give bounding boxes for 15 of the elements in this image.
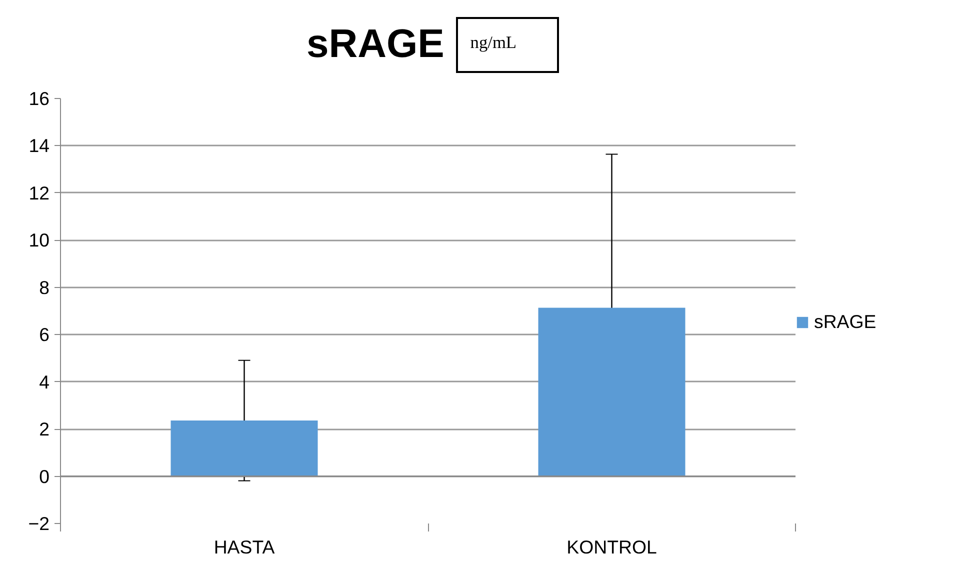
x-tick-label: KONTROL [566, 536, 657, 558]
y-tick-label: 12 [28, 182, 50, 204]
x-tick-label: HASTA [214, 536, 276, 558]
y-tick-label: 14 [28, 135, 50, 156]
y-tick-label: 8 [39, 276, 50, 298]
y-tick-label: 0 [39, 466, 50, 487]
y-tick-label: 4 [39, 371, 50, 392]
y-tick-label: −2 [28, 513, 50, 534]
y-tick-label: 2 [39, 418, 50, 440]
y-tick-label: 10 [28, 230, 50, 251]
y-tick-label: 16 [28, 88, 50, 109]
text: ng/mL [456, 16, 559, 74]
chart-title: sRAGE [306, 21, 444, 68]
legend-label: sRAGE [814, 311, 876, 333]
y-tick-label: 6 [39, 324, 50, 346]
